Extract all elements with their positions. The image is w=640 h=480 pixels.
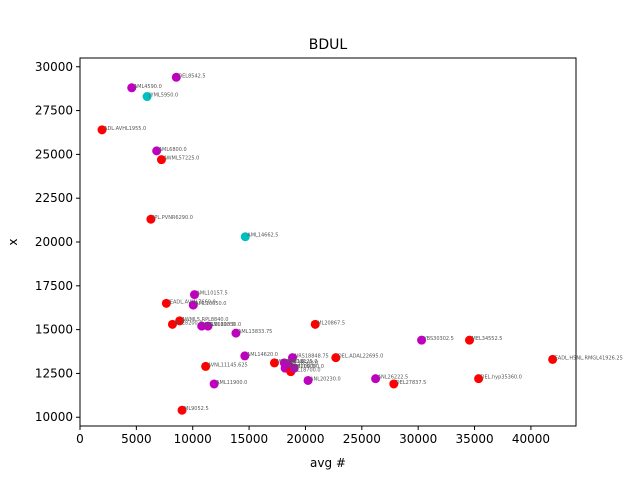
- point-label: MEL34552.5: [472, 336, 503, 342]
- data-point: [269, 358, 279, 368]
- point-label: ML18200.0: [287, 364, 315, 370]
- y-tick-label: 22500: [35, 191, 73, 205]
- data-point: [188, 300, 198, 310]
- point-label: JYML5950.0: [148, 93, 178, 99]
- data-point: [127, 83, 137, 93]
- point-label: AML14662.5: [247, 233, 278, 239]
- data-point: [146, 214, 156, 224]
- x-tick-label: 10000: [174, 432, 212, 446]
- point-label: DEL8542.5: [178, 73, 205, 79]
- y-tick-label: 17500: [35, 279, 73, 293]
- point-label: JPL.PVNR6290.0: [152, 215, 193, 221]
- y-tick-label: 15000: [35, 323, 73, 337]
- data-point: [209, 379, 219, 389]
- point-label: ML18500.0: [291, 361, 319, 367]
- point-label: ML20867.5: [317, 320, 345, 326]
- point-label: ADL.AVHL1955.0: [104, 126, 146, 132]
- point-label: ML9052.5: [184, 406, 209, 412]
- point-label: OCE8200.0: [174, 320, 202, 326]
- y-tick-label: 30000: [35, 60, 73, 74]
- point-label: AML11350.0: [210, 322, 241, 328]
- data-point: [331, 353, 341, 363]
- point-label: EADL.H5NL.RMGL41926.25: [555, 355, 623, 361]
- data-point: [97, 125, 107, 135]
- data-point: [548, 354, 558, 364]
- data-point: [310, 319, 320, 329]
- point-label: AML18125.0: [286, 359, 317, 365]
- x-axis-label: avg #: [310, 456, 346, 470]
- point-label: AML10050.0: [195, 301, 226, 307]
- data-point: [240, 232, 250, 242]
- x-axis-ticks: 0 5000 10000 15000 20000 25000 30000 35000 40000: [76, 426, 550, 446]
- point-label: AML4590.0: [134, 84, 162, 90]
- data-point: [175, 316, 185, 326]
- point-label: AWML57225.0: [163, 156, 199, 162]
- y-tick-label: 20000: [35, 235, 73, 249]
- point-label: AML13833.75: [238, 329, 272, 335]
- point-label: NRS18848.75: [294, 354, 328, 360]
- x-tick-label: 25000: [343, 432, 381, 446]
- data-point: [156, 155, 166, 165]
- data-point: [465, 335, 475, 345]
- point-label: DEL27837.5: [396, 380, 426, 386]
- data-point: [371, 374, 381, 384]
- x-tick-label: 5000: [121, 432, 152, 446]
- data-point: [152, 146, 162, 156]
- data-point: [190, 290, 200, 300]
- data-point: [201, 361, 211, 371]
- point-label: AVNL11145.625: [208, 362, 248, 368]
- chart-title: BDUL: [309, 37, 348, 53]
- point-label: AWML5.RPL8840.0: [182, 317, 229, 323]
- point-label: AML10800.0: [204, 322, 235, 328]
- y-tick-label: 27500: [35, 104, 73, 118]
- data-point: [417, 335, 427, 345]
- data-point: [474, 374, 484, 384]
- y-tick-label: 25000: [35, 147, 73, 161]
- data-point: [197, 321, 207, 331]
- x-tick-label: 15000: [230, 432, 268, 446]
- y-tick-label: 10000: [35, 410, 73, 424]
- data-point: [161, 298, 171, 308]
- data-point: [167, 319, 177, 329]
- point-label: AML6800.0: [159, 147, 187, 153]
- x-tick-label: 20000: [286, 432, 324, 446]
- y-axis-ticks: 10000 12500 15000 17500 20000 22500 25000 27500…: [35, 60, 80, 424]
- data-point: [289, 363, 299, 373]
- data-point: [287, 353, 297, 363]
- data-point: [303, 375, 313, 385]
- data-point: [177, 405, 187, 415]
- point-label: ANL20230.0: [310, 376, 341, 382]
- point-label: AML10157.5: [197, 291, 228, 297]
- y-tick-label: 12500: [35, 366, 73, 380]
- point-label: DEL.ADAL22695.0: [338, 354, 383, 360]
- x-tick-label: 40000: [512, 432, 550, 446]
- points-layer: [97, 72, 558, 415]
- point-label: ML19000.0: [296, 364, 324, 370]
- y-axis-label: x: [6, 238, 20, 245]
- data-point: [203, 321, 213, 331]
- point-labels-layer: DEL8542.5 AML4590.0 JYML5950.0 ADL.AVHL1955…: [104, 73, 623, 412]
- data-point: [171, 72, 181, 82]
- data-point: [231, 328, 241, 338]
- data-point: [142, 92, 152, 102]
- point-label: YBS30302.5: [423, 336, 454, 342]
- point-label: ANL26222.5: [378, 375, 409, 381]
- data-point: [240, 351, 250, 361]
- point-label: ML18700.0: [293, 368, 321, 374]
- point-label: JEADL.AVML7660.0: [167, 299, 215, 305]
- point-label: AML11900.0: [216, 380, 247, 386]
- data-point: [389, 379, 399, 389]
- x-tick-label: 35000: [455, 432, 493, 446]
- x-tick-label: 0: [76, 432, 84, 446]
- point-label: DEL.hyp35360.0: [481, 375, 522, 381]
- x-tick-label: 30000: [399, 432, 437, 446]
- point-label: ML17250.0: [276, 359, 304, 365]
- point-label: AML14620.0: [247, 352, 278, 358]
